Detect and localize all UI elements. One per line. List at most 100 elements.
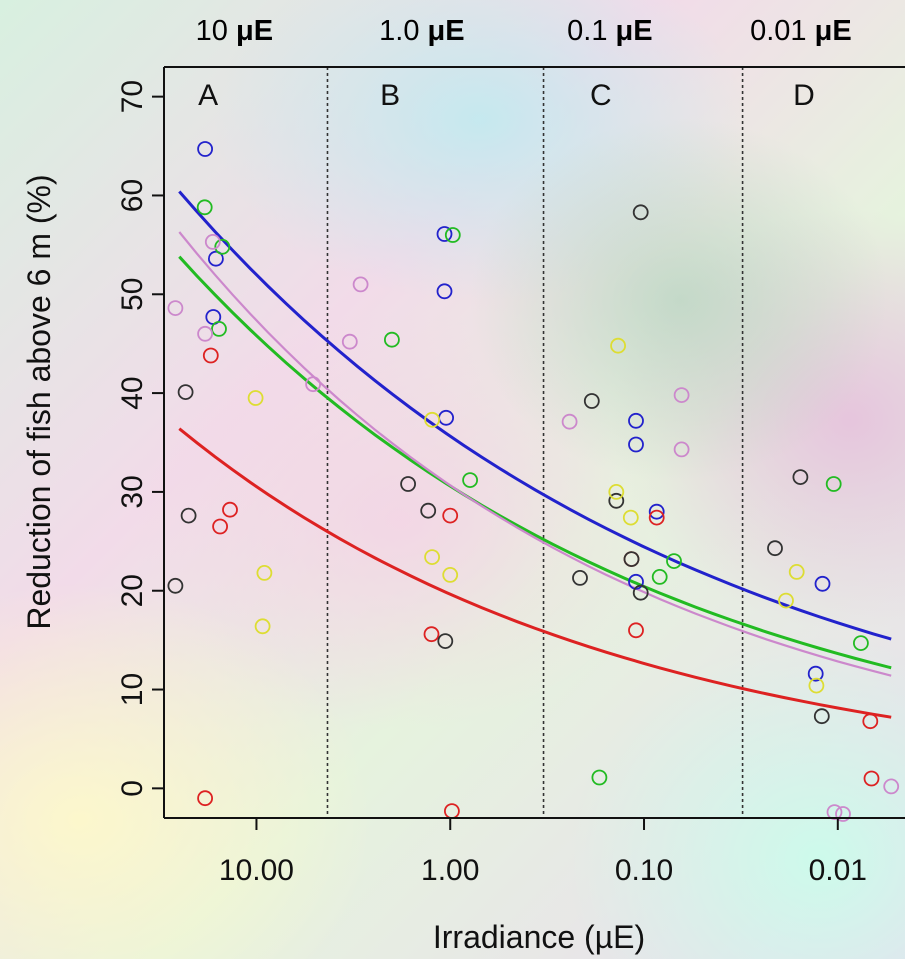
point-s2-3 [222,501,238,518]
x-axis: 10.00 1.00 0.10 0.01 [219,818,867,887]
x-tick-label-3: 0.01 [809,854,867,887]
point-s5-7 [673,387,690,404]
panel-label-A: A [198,79,218,112]
point-s1-6 [591,769,608,786]
point-s2-2 [212,518,229,535]
point-s3-6 [583,393,600,409]
y-axis-title: Reduction of fish above 6 m (%) [21,174,57,629]
top-label-2: 0.1 μE [567,15,652,47]
point-s1-10 [853,635,869,651]
point-s4-6 [610,337,626,354]
point-s5-3 [305,376,322,393]
point-s5-4 [341,333,358,350]
point-s2-7 [628,622,644,639]
point-s2-5 [443,803,460,819]
point-s4-11 [808,677,825,694]
point-s4-7 [608,483,625,500]
y-tick-label-2: 20 [116,574,149,607]
panel-dividers [326,67,744,818]
panel-label-B: B [380,79,400,112]
point-s5-11 [883,778,900,795]
point-s2-11 [863,770,880,787]
point-s3-5 [437,633,454,649]
point-s1-7 [651,569,668,585]
point-s5-5 [352,276,369,293]
fit-curve-2 [178,427,892,719]
point-s0-11 [807,665,824,682]
x-axis-title: Irradiance (µE) [433,919,645,955]
point-s1-2 [211,320,227,337]
panel-labels: A B C D [198,79,815,112]
point-s2-10 [862,713,879,730]
fit-curve-5 [178,231,892,677]
point-s3-12 [767,540,783,557]
panel-label-C: C [590,79,612,112]
point-s4-9 [778,592,794,609]
point-s0-3 [436,226,453,242]
point-s3-11 [632,204,649,221]
top-label-0: 10 μE [196,15,273,47]
point-s4-5 [442,567,459,583]
point-s3-9 [623,551,640,567]
point-s2-4 [442,507,459,524]
point-s1-8 [666,553,682,569]
point-s0-4 [436,283,453,300]
point-s0-9 [648,503,665,520]
point-s1-3 [444,227,461,243]
point-s0-0 [197,141,214,157]
y-tick-label-5: 50 [116,278,149,311]
point-s2-0 [202,347,219,364]
y-tick-label-0: 0 [116,780,149,797]
point-s0-6 [628,412,644,429]
top-label-3: 0.01 μE [750,15,852,47]
x-tick-label-0: 10.00 [219,854,294,887]
point-s4-4 [424,549,441,565]
point-s3-0 [167,577,184,594]
y-tick-label-4: 40 [116,376,149,409]
point-s5-8 [673,441,690,458]
y-tick-label-7: 70 [116,80,149,113]
point-s4-2 [254,618,271,635]
point-s5-6 [561,413,578,430]
point-s2-1 [197,790,214,807]
point-s4-10 [788,564,805,580]
y-tick-label-3: 30 [116,475,149,508]
point-s3-10 [632,584,649,601]
top-irradiance-labels: 10 μE 1.0 μE 0.1 μE 0.01 μE [196,15,852,47]
y-tick-label-1: 10 [116,673,149,706]
point-s5-0 [167,300,184,317]
point-s1-4 [383,331,400,348]
point-s0-7 [628,436,644,453]
plot-frame [163,66,905,819]
point-s0-1 [207,250,224,267]
y-axis: 0 10 20 30 40 50 60 70 [116,80,164,797]
point-s1-5 [462,472,479,489]
point-s1-0 [196,199,213,216]
point-s3-1 [177,384,194,401]
point-s2-6 [423,626,440,643]
point-s5-1 [197,325,214,342]
panel-label-D: D [793,79,815,112]
point-s4-3 [424,411,441,428]
point-s3-14 [813,708,830,725]
point-s5-10 [835,806,851,822]
point-s3-13 [792,469,809,486]
data-points [167,141,900,822]
point-s3-4 [420,502,437,519]
x-tick-label-2: 0.10 [615,854,673,887]
point-s3-2 [180,507,197,524]
point-s3-8 [608,492,625,509]
point-s4-8 [622,509,639,526]
point-s5-2 [204,233,221,250]
y-tick-label-6: 60 [116,179,149,212]
point-s0-10 [814,575,831,592]
x-tick-label-1: 1.00 [421,854,479,887]
fit-curve-0 [178,190,892,641]
point-s4-0 [247,390,264,406]
fit-curves [178,190,892,719]
fit-curve-1 [178,255,892,670]
point-s5-9 [826,804,843,820]
point-s2-9 [648,509,665,526]
point-s1-9 [825,476,842,492]
